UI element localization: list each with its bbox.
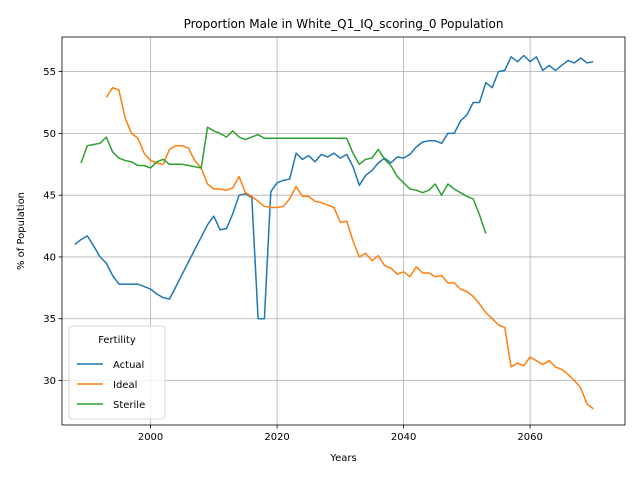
legend-label-actual: Actual [113, 360, 144, 371]
y-tick-label: 50 [43, 129, 56, 140]
x-axis-label: Years [329, 453, 356, 464]
legend-label-ideal: Ideal [113, 380, 137, 391]
y-tick-label: 30 [43, 376, 56, 387]
y-tick-label: 55 [43, 67, 56, 78]
x-tick-label: 2060 [517, 432, 542, 443]
plot-frame [61, 36, 626, 426]
series-lines [74, 54, 594, 410]
y-tick-label: 40 [43, 252, 56, 263]
chart-title: Proportion Male in White_Q1_IQ_scoring_0… [184, 17, 504, 31]
legend-label-sterile: Sterile [113, 400, 145, 411]
series-line-sterile [80, 126, 487, 234]
x-tick-label: 2000 [138, 432, 163, 443]
series-line-ideal [105, 86, 594, 410]
y-tick-label: 35 [43, 314, 56, 325]
x-tick-label: 2020 [264, 432, 289, 443]
series-line-actual [74, 54, 594, 320]
legend: Fertility Actual Ideal Sterile [68, 325, 166, 420]
legend-title: Fertility [98, 335, 136, 346]
legend-box [68, 325, 166, 420]
y-axis-label: % of Population [16, 192, 27, 270]
axis-ticks: 2000 2020 2040 2060 30 35 40 45 50 55 [43, 67, 543, 443]
x-tick-label: 2040 [391, 432, 416, 443]
y-tick-label: 45 [43, 191, 56, 202]
